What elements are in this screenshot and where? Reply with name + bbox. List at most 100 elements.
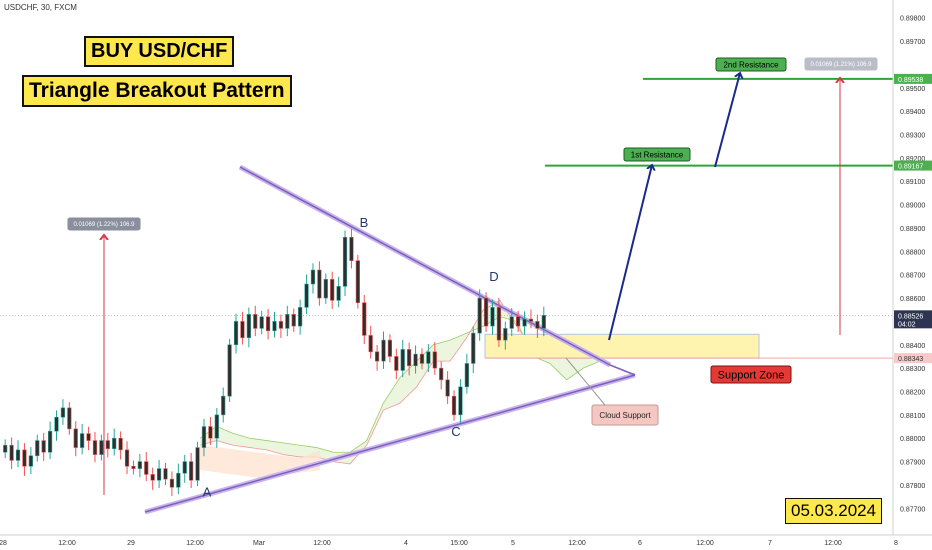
price-label-text-1: 0.89167: [898, 164, 923, 171]
y-tick-11: 0.88900: [900, 226, 925, 233]
pivot-B: B: [360, 215, 369, 230]
candle-30: [195, 441, 200, 487]
date-badge: 05.03.2024: [785, 498, 883, 524]
candle-body-9: [60, 407, 66, 418]
candle-71: [458, 379, 463, 424]
candle-body-65: [419, 353, 425, 364]
candle-5: [35, 434, 40, 462]
candle-body-10: [67, 407, 72, 430]
candle-13: [86, 426, 91, 451]
second-resistance-label-text: 2nd Resistance: [723, 60, 779, 69]
pivot-C: C: [451, 424, 460, 439]
x-tick-8: 5: [511, 540, 515, 547]
price-label-box-2: [894, 310, 932, 329]
candle-body-76: [490, 307, 495, 327]
candle-2: [15, 440, 21, 468]
candle-body-52: [336, 286, 341, 301]
pivot-A: A: [203, 485, 212, 500]
candle-body-59: [381, 339, 386, 362]
candle-35: [227, 338, 232, 403]
candle-body-5: [35, 440, 40, 457]
candles-layer: [3, 228, 546, 496]
y-tick-2: 0.87900: [900, 460, 925, 467]
candle-body-19: [124, 449, 130, 467]
y-tick-1: 0.87800: [900, 483, 925, 490]
candle-63: [407, 342, 412, 376]
candle-45: [291, 308, 296, 332]
candle-40: [259, 310, 264, 335]
candle-29: [189, 452, 194, 488]
candle-body-7: [47, 430, 53, 453]
candle-body-31: [201, 426, 207, 448]
candle-body-67: [432, 351, 437, 369]
x-tick-3: 12:00: [186, 540, 204, 547]
candle-body-22: [144, 461, 149, 475]
candle-body-64: [413, 353, 418, 367]
title-triangle-breakout: Triangle Breakout Pattern: [22, 75, 292, 107]
measure-label-left-text: 0.01069 (1.22%) 106.9: [73, 222, 135, 228]
candle-31: [201, 418, 207, 457]
measure-label-right-box: [804, 57, 878, 71]
candle-74: [477, 289, 482, 341]
candle-53: [342, 230, 348, 296]
support-zone-box: [484, 333, 760, 359]
candle-28: [182, 454, 187, 483]
candle-body-53: [342, 236, 348, 287]
candle-body-39: [253, 314, 258, 329]
candle-body-21: [137, 461, 142, 469]
pivot-D: D: [489, 269, 498, 284]
price-axis: 0.87700 0.87800 0.87900 0.88000 0.88100 0.882…: [892, 0, 932, 550]
y-tick-17: 0.89500: [900, 86, 925, 93]
candle-7: [47, 421, 53, 460]
cloud-support-label-text: Cloud Support: [599, 411, 651, 420]
y-tick-19: 0.89800: [900, 16, 925, 23]
candle-body-41: [265, 316, 271, 332]
candle-48: [310, 263, 316, 294]
candle-body-13: [86, 433, 91, 441]
x-tick-2: 29: [127, 540, 135, 547]
candle-body-84: [541, 315, 546, 329]
candle-body-55: [355, 260, 360, 304]
candle-body-32: [208, 426, 213, 439]
candle-52: [336, 276, 341, 308]
breakout-arrow-first: [608, 165, 652, 341]
candle-body-66: [426, 351, 431, 364]
first-resistance-label: 1st Resistance: [623, 147, 691, 162]
candle-15: [99, 434, 104, 461]
candle-body-11: [73, 428, 78, 448]
candle-6: [41, 432, 46, 461]
candle-body-34: [221, 395, 226, 416]
first-resistance-label-box: [623, 147, 691, 162]
candle-body-61: [394, 356, 399, 371]
candle-3: [22, 443, 27, 476]
candle-23: [150, 467, 155, 490]
candle-body-44: [285, 314, 290, 329]
candle-83: [535, 314, 540, 338]
y-tick-4: 0.88100: [900, 413, 925, 420]
y-tick-8: 0.88600: [900, 296, 925, 303]
candle-body-68: [439, 367, 444, 381]
support-zone-layer: [484, 333, 893, 359]
candle-body-75: [483, 297, 489, 327]
candle-44: [285, 305, 290, 337]
candle-26: [169, 471, 175, 496]
lower-trendline: [144, 374, 636, 513]
candle-56: [362, 295, 367, 345]
second-resistance-label-box: [715, 57, 787, 72]
candle-41: [265, 309, 271, 340]
measure-label-left: 0.01069 (1.22%) 106.9: [67, 217, 141, 231]
candle-49: [317, 261, 322, 306]
candle-61: [394, 348, 399, 380]
candle-73: [471, 326, 476, 374]
price-label-box-3: [894, 353, 932, 364]
price-label-box-1: [894, 160, 932, 171]
candle-16: [105, 432, 110, 458]
x-tick-11: 12:00: [696, 540, 714, 547]
candle-46: [298, 299, 303, 335]
candle-body-77: [496, 307, 502, 341]
candle-32: [208, 416, 213, 446]
candle-body-3: [22, 449, 27, 467]
candle-body-0: [3, 444, 8, 453]
